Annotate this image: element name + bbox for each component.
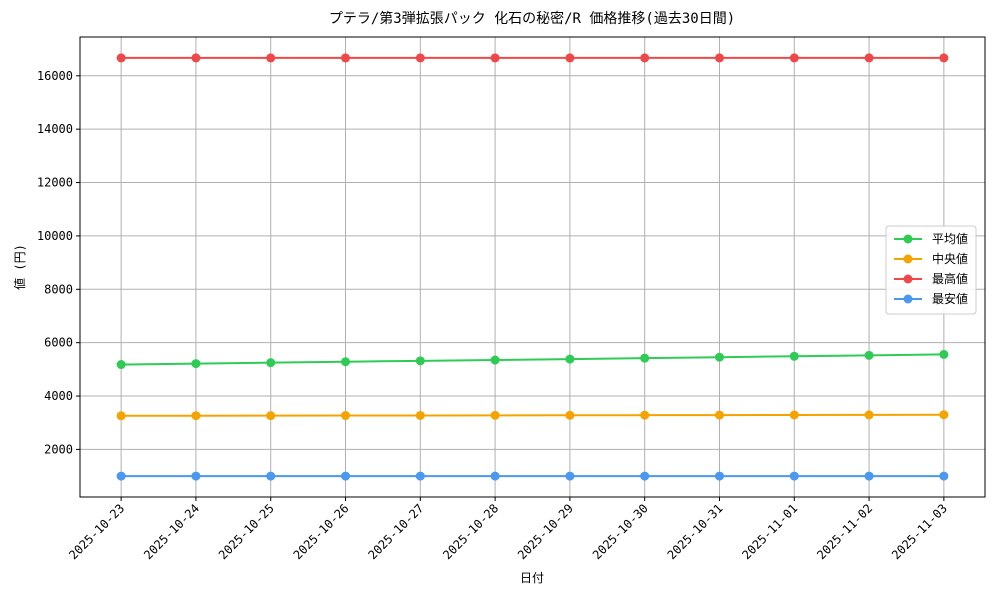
- point: [490, 53, 500, 63]
- y-tick-label: 16000: [37, 69, 73, 83]
- point: [415, 410, 425, 420]
- point: [864, 410, 874, 420]
- point: [565, 53, 575, 63]
- legend-label: 最高値: [932, 271, 968, 286]
- point: [116, 411, 126, 421]
- point: [266, 471, 276, 481]
- point: [640, 53, 650, 63]
- point: [116, 53, 126, 63]
- point: [640, 410, 650, 420]
- chart-title: プテラ/第3弾拡張パック 化石の秘密/R 価格推移(過去30日間): [329, 10, 735, 27]
- point: [789, 471, 799, 481]
- y-tick-label: 14000: [37, 122, 73, 136]
- x-tick-label: 2025-11-03: [889, 501, 950, 562]
- legend-marker: [903, 274, 913, 284]
- point: [341, 411, 351, 421]
- point: [939, 53, 949, 63]
- y-tick-label: 2000: [44, 442, 73, 456]
- point: [864, 471, 874, 481]
- point: [266, 411, 276, 421]
- point: [714, 352, 724, 362]
- legend-label: 中央値: [932, 251, 968, 266]
- x-tick-label: 2025-10-28: [440, 501, 501, 562]
- series-line: [121, 413, 944, 417]
- point: [266, 53, 276, 63]
- point: [490, 410, 500, 420]
- legend-box: [885, 225, 977, 315]
- point: [640, 471, 650, 481]
- x-tick-label: 2025-10-27: [365, 501, 426, 562]
- legend-label: 最安値: [932, 291, 968, 306]
- point: [789, 53, 799, 63]
- plot-frame: [79, 36, 986, 498]
- point: [191, 471, 201, 481]
- y-tick-label: 6000: [44, 336, 73, 350]
- point: [191, 359, 201, 369]
- point: [640, 353, 650, 363]
- series-line: [121, 353, 944, 366]
- point: [714, 410, 724, 420]
- legend-marker: [903, 294, 913, 304]
- point: [341, 53, 351, 63]
- x-tick-label: 2025-10-23: [66, 501, 127, 562]
- x-tick-label: 2025-10-30: [590, 501, 651, 562]
- x-tick-label: 2025-10-31: [665, 501, 726, 562]
- point: [864, 350, 874, 360]
- x-tick-label: 2025-10-25: [216, 501, 277, 562]
- point: [939, 349, 949, 359]
- point: [939, 471, 949, 481]
- legend-marker: [903, 254, 913, 264]
- x-axis-label: 日付: [520, 571, 544, 585]
- point: [490, 355, 500, 365]
- point: [565, 410, 575, 420]
- y-tick-label: 4000: [44, 389, 73, 403]
- legend-label: 平均値: [932, 231, 968, 246]
- point: [714, 471, 724, 481]
- x-tick-label: 2025-11-01: [739, 501, 800, 562]
- point: [565, 354, 575, 364]
- point: [191, 411, 201, 421]
- y-tick-label: 8000: [44, 282, 73, 296]
- y-axis-label: 値 (円): [12, 244, 27, 290]
- x-tick-label: 2025-11-02: [814, 501, 875, 562]
- point: [939, 410, 949, 420]
- point: [565, 471, 575, 481]
- point: [490, 471, 500, 481]
- point: [116, 360, 126, 370]
- point: [415, 53, 425, 63]
- x-tick-label: 2025-10-29: [515, 501, 576, 562]
- point: [789, 351, 799, 361]
- x-tick-label: 2025-10-24: [141, 501, 202, 562]
- point: [415, 356, 425, 366]
- y-tick-label: 12000: [37, 176, 73, 190]
- y-tick-label: 10000: [37, 229, 73, 243]
- point: [864, 53, 874, 63]
- point: [789, 410, 799, 420]
- point: [415, 471, 425, 481]
- x-tick-label: 2025-10-26: [291, 501, 352, 562]
- point: [341, 471, 351, 481]
- point: [266, 358, 276, 368]
- legend-marker: [903, 234, 913, 244]
- point: [341, 357, 351, 367]
- point: [116, 471, 126, 481]
- point: [191, 53, 201, 63]
- point: [714, 53, 724, 63]
